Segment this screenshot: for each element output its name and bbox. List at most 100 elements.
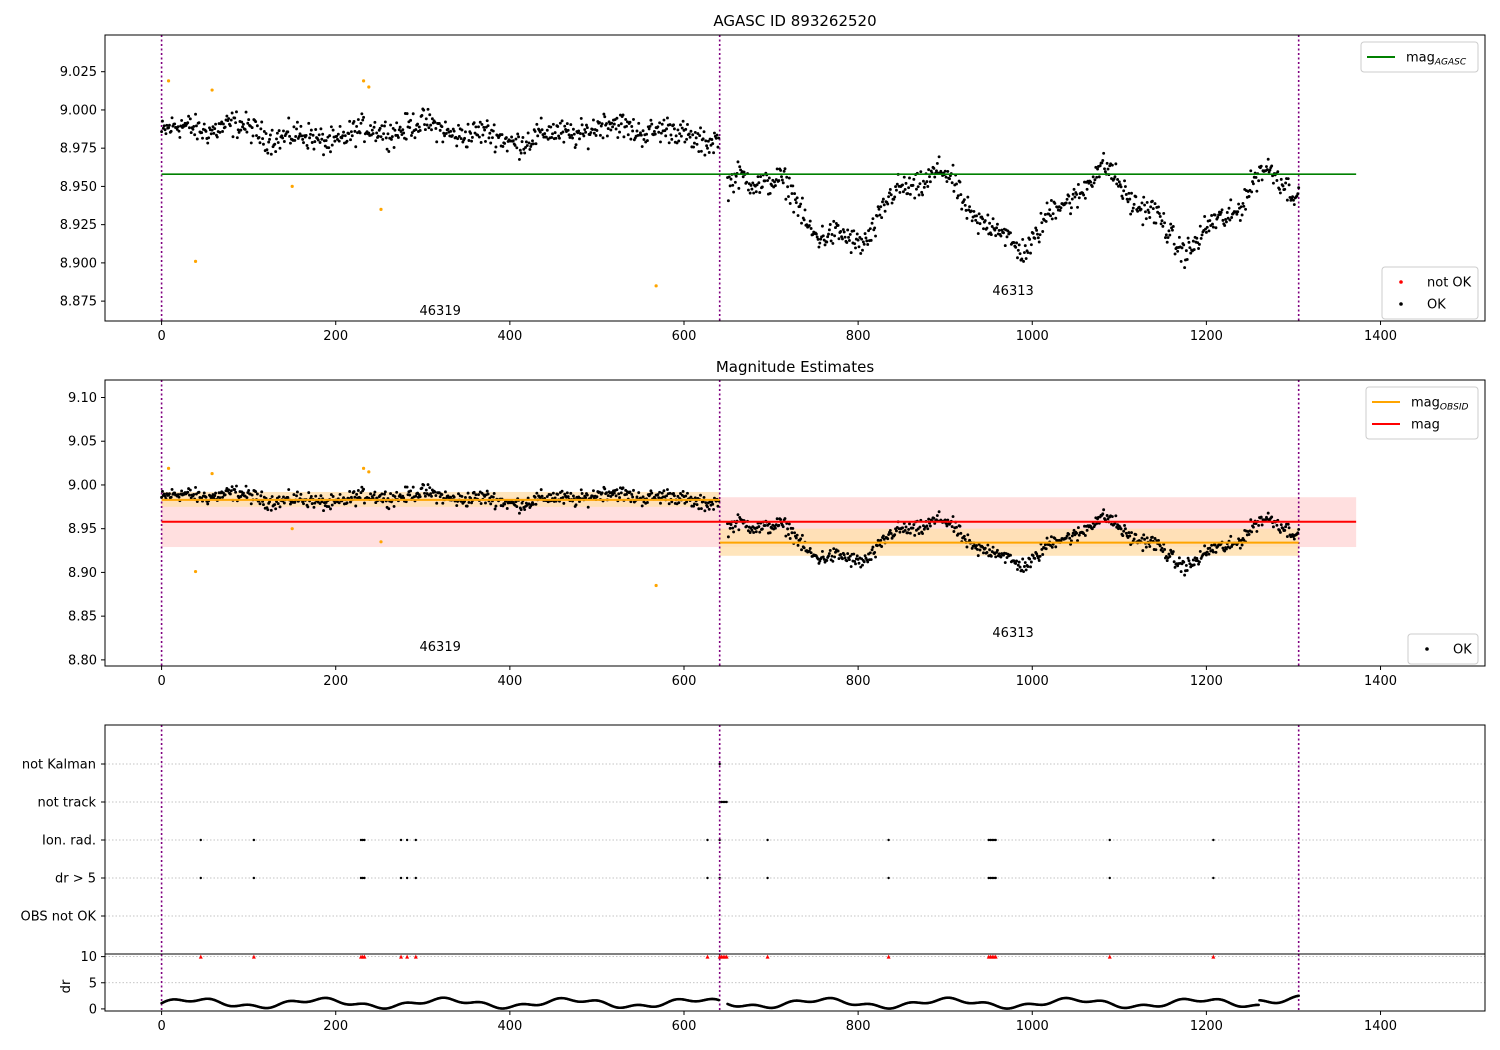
ok-point bbox=[946, 169, 950, 173]
ok-point bbox=[937, 155, 941, 159]
ok-point bbox=[1186, 556, 1190, 560]
ok-point bbox=[485, 489, 489, 493]
ok-point bbox=[800, 196, 804, 200]
ok-point bbox=[889, 532, 893, 535]
ok-point bbox=[1185, 569, 1189, 572]
plot-frame bbox=[104, 379, 1486, 667]
ok-point bbox=[209, 132, 213, 136]
ok-point bbox=[676, 494, 680, 498]
ok-point bbox=[261, 137, 265, 141]
ok-point bbox=[1118, 183, 1122, 187]
ok-point bbox=[868, 227, 872, 231]
ok-point bbox=[411, 112, 415, 116]
ok-point bbox=[229, 118, 233, 122]
ok-point bbox=[160, 130, 164, 134]
ok-point bbox=[423, 123, 426, 126]
ok-point bbox=[228, 124, 232, 128]
ok-point bbox=[1049, 199, 1053, 202]
ok-point bbox=[863, 232, 867, 236]
x-tick-label: 800 bbox=[846, 329, 871, 344]
ok-point bbox=[625, 492, 628, 496]
ok-point bbox=[435, 140, 439, 144]
ok-point bbox=[1257, 179, 1261, 183]
ok-point bbox=[571, 136, 574, 140]
ok-point bbox=[538, 130, 542, 134]
ok-point bbox=[213, 127, 217, 131]
ok-point bbox=[650, 491, 654, 495]
ok-point bbox=[353, 129, 357, 133]
y-tick-label: 8.950 bbox=[60, 180, 97, 195]
ok-point bbox=[1173, 252, 1177, 256]
flag-point bbox=[1108, 876, 1111, 880]
ok-point bbox=[338, 492, 342, 496]
ok-point bbox=[650, 122, 654, 126]
ok-point bbox=[1210, 214, 1214, 217]
ok-point bbox=[732, 190, 736, 194]
ok-point bbox=[411, 485, 415, 489]
ok-point bbox=[837, 557, 841, 561]
ok-point bbox=[1284, 525, 1288, 529]
ok-point bbox=[550, 135, 554, 139]
ok-point bbox=[1029, 251, 1032, 255]
ok-point bbox=[1064, 201, 1068, 205]
ok-point bbox=[1137, 205, 1141, 209]
ok-point bbox=[890, 201, 894, 205]
y-tick-label: 8.925 bbox=[60, 218, 97, 233]
ok-point bbox=[614, 494, 618, 498]
ok-point bbox=[525, 144, 529, 147]
ok-point bbox=[800, 533, 804, 537]
ok-point bbox=[1214, 550, 1218, 554]
ok-point bbox=[535, 122, 539, 126]
ok-point bbox=[963, 203, 967, 207]
flag-point bbox=[989, 838, 992, 842]
ok-point bbox=[197, 121, 201, 125]
ok-point bbox=[585, 123, 588, 127]
ok-point bbox=[855, 232, 859, 236]
ok-point bbox=[562, 140, 566, 144]
ok-point bbox=[212, 131, 216, 135]
ok-point bbox=[794, 536, 798, 540]
ok-point bbox=[177, 129, 181, 133]
ok-point bbox=[908, 176, 911, 180]
ok-point bbox=[321, 132, 325, 136]
ok-point bbox=[309, 132, 312, 136]
ok-point bbox=[976, 554, 980, 558]
ok-point bbox=[349, 130, 353, 134]
ok-point bbox=[591, 489, 595, 493]
ok-point bbox=[926, 527, 930, 531]
flag-point bbox=[363, 876, 366, 880]
ok-point bbox=[1166, 236, 1170, 239]
ok-point bbox=[898, 530, 902, 534]
ok-point bbox=[353, 495, 357, 499]
ok-point bbox=[915, 187, 918, 191]
ok-point bbox=[1285, 535, 1289, 538]
ok-point bbox=[169, 495, 173, 499]
ok-point bbox=[282, 495, 285, 499]
ok-point bbox=[921, 532, 925, 535]
ok-point bbox=[685, 137, 689, 141]
ok-point bbox=[1250, 190, 1254, 194]
ok-point bbox=[1116, 178, 1120, 181]
ok-point bbox=[1149, 205, 1153, 209]
ok-point bbox=[1197, 562, 1201, 566]
ok-point bbox=[1275, 179, 1279, 182]
ok-point bbox=[1208, 219, 1212, 222]
flag-point bbox=[399, 838, 403, 842]
ok-point bbox=[273, 503, 277, 506]
ok-point bbox=[1251, 525, 1255, 529]
ok-point bbox=[818, 241, 822, 245]
ok-point bbox=[1213, 213, 1217, 217]
ok-point bbox=[794, 201, 798, 205]
ok-point bbox=[259, 494, 263, 498]
x-tick-label: 1000 bbox=[1016, 329, 1049, 344]
ok-point bbox=[774, 178, 778, 181]
ok-point bbox=[1216, 215, 1220, 219]
ok-point bbox=[827, 228, 831, 232]
ok-point bbox=[1012, 241, 1016, 244]
flag-point bbox=[991, 876, 994, 880]
x-tick-label: 400 bbox=[497, 329, 522, 344]
ok-point bbox=[750, 528, 754, 532]
ok-point bbox=[935, 161, 939, 165]
dr-clipped-marker bbox=[413, 954, 418, 959]
